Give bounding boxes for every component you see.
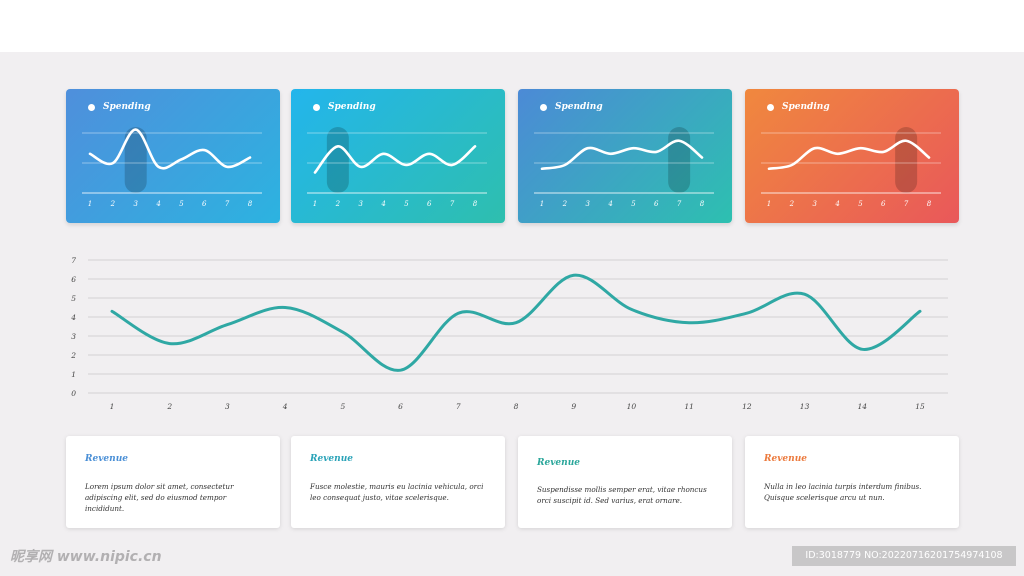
y-tick-label: 6 — [71, 275, 76, 284]
spending-card-3[interactable]: 1 2 3 4 5 6 7 8 Spending — [518, 89, 732, 223]
y-tick-label: 0 — [71, 389, 76, 398]
x-tick-label: 6 — [202, 200, 207, 208]
y-tick-label: 4 — [70, 313, 76, 322]
series-line — [110, 273, 922, 372]
highlight-bar — [124, 127, 147, 193]
x-tick-label: 8 — [927, 200, 932, 208]
x-tick-label: 2 — [789, 200, 795, 208]
top-bar — [0, 0, 1024, 52]
x-tick-label: 5 — [340, 402, 345, 411]
x-tick-label: 8 — [473, 200, 478, 208]
card-label: Spending — [328, 102, 376, 112]
x-tick-label: 5 — [404, 200, 409, 208]
x-tick-label: 4 — [607, 200, 612, 208]
x-tick-label: 8 — [514, 402, 519, 411]
spending-card-1[interactable]: 1 2 3 4 5 6 7 8 Spending — [66, 89, 280, 223]
y-tick-label: 3 — [71, 332, 76, 341]
info-card-text: Nulla in leo lacinia turpis interdum fin… — [764, 482, 922, 502]
x-tick-label: 11 — [684, 402, 694, 411]
y-tick-label: 7 — [71, 256, 76, 265]
info-card-text: Fusce molestie, mauris eu lacinia vehicu… — [310, 482, 484, 502]
spending-card-2[interactable]: 1 2 3 4 5 6 7 8 Spending — [291, 89, 505, 223]
info-card-3[interactable]: Revenue Suspendisse mollis semper erat, … — [518, 436, 732, 528]
x-tick-label: 14 — [858, 402, 868, 411]
x-tick-label: 15 — [915, 402, 925, 411]
x-tick-label: 7 — [450, 200, 455, 208]
x-tick-label: 5 — [179, 200, 184, 208]
card-label: Spending — [555, 102, 603, 112]
x-tick-label: 7 — [904, 200, 909, 208]
highlight-bar — [668, 127, 691, 193]
highlight-bar — [326, 127, 349, 193]
x-tick-label: 4 — [155, 200, 160, 208]
x-tick-label: 1 — [88, 200, 92, 208]
x-tick-label: 8 — [700, 200, 705, 208]
x-tick-label: 7 — [225, 200, 230, 208]
x-tick-label: 3 — [585, 200, 590, 208]
x-tick-label: 3 — [812, 200, 817, 208]
x-tick-label: 12 — [742, 402, 752, 411]
x-tick-label: 2 — [335, 200, 341, 208]
x-tick-label: 3 — [358, 200, 363, 208]
info-card-text: Suspendisse mollis semper erat, vitae rh… — [537, 485, 707, 505]
legend-dot-icon — [540, 104, 547, 111]
info-card-4[interactable]: Revenue Nulla in leo lacinia turpis inte… — [745, 436, 959, 528]
x-tick-label: 8 — [248, 200, 253, 208]
spending-card-chart: 1 2 3 4 5 6 7 8 — [534, 127, 714, 208]
x-tick-label: 3 — [225, 402, 230, 411]
x-tick-label: 7 — [677, 200, 682, 208]
highlight-bar — [895, 127, 918, 193]
series-line — [313, 145, 477, 174]
info-card-title: Revenue — [85, 454, 128, 464]
info-card-text: Lorem ipsum dolor sit amet, consectetur … — [85, 482, 234, 513]
watermark-logo: 昵享网 www.nipic.cn — [10, 549, 162, 565]
x-tick-label: 1 — [767, 200, 771, 208]
info-card-title: Revenue — [537, 458, 580, 468]
y-tick-label: 2 — [70, 351, 76, 360]
series-line — [88, 128, 252, 170]
x-tick-label: 6 — [398, 402, 403, 411]
y-tick-label: 5 — [71, 294, 76, 303]
x-tick-label: 2 — [110, 200, 116, 208]
x-tick-label: 6 — [881, 200, 886, 208]
x-tick-label: 7 — [456, 402, 461, 411]
card-label: Spending — [103, 102, 151, 112]
x-tick-label: 4 — [834, 200, 839, 208]
x-tick-label: 3 — [133, 200, 138, 208]
spending-card-4[interactable]: 1 2 3 4 5 6 7 8 Spending — [745, 89, 959, 223]
x-tick-label: 6 — [654, 200, 659, 208]
info-card-title: Revenue — [764, 454, 807, 464]
y-tick-label: 1 — [71, 370, 76, 379]
card-label: Spending — [782, 102, 830, 112]
x-tick-label: 2 — [166, 402, 172, 411]
x-tick-label: 6 — [427, 200, 432, 208]
legend-dot-icon — [767, 104, 774, 111]
spending-card-chart: 1 2 3 4 5 6 7 8 — [307, 127, 487, 208]
x-tick-label: 10 — [627, 402, 637, 411]
legend-dot-icon — [313, 104, 320, 111]
series-line — [540, 139, 704, 171]
x-tick-label: 1 — [540, 200, 544, 208]
watermark-id: ID:3018779 NO:20220716201754974108 — [792, 546, 1016, 566]
x-tick-label: 4 — [282, 402, 288, 411]
series-line — [767, 139, 931, 171]
x-tick-label: 1 — [313, 200, 317, 208]
x-tick-label: 2 — [562, 200, 568, 208]
info-card-1[interactable]: Revenue Lorem ipsum dolor sit amet, cons… — [66, 436, 280, 528]
legend-dot-icon — [88, 104, 95, 111]
x-tick-label: 9 — [571, 402, 576, 411]
x-tick-label: 1 — [110, 402, 115, 411]
spending-card-chart: 1 2 3 4 5 6 7 8 — [761, 127, 941, 208]
x-tick-label: 5 — [858, 200, 863, 208]
spending-card-chart: 1 2 3 4 5 6 7 8 — [82, 127, 262, 208]
x-tick-label: 13 — [800, 402, 810, 411]
info-card-title: Revenue — [310, 454, 353, 464]
info-card-2[interactable]: Revenue Fusce molestie, mauris eu lacini… — [291, 436, 505, 528]
x-tick-label: 5 — [631, 200, 636, 208]
x-tick-label: 4 — [380, 200, 385, 208]
